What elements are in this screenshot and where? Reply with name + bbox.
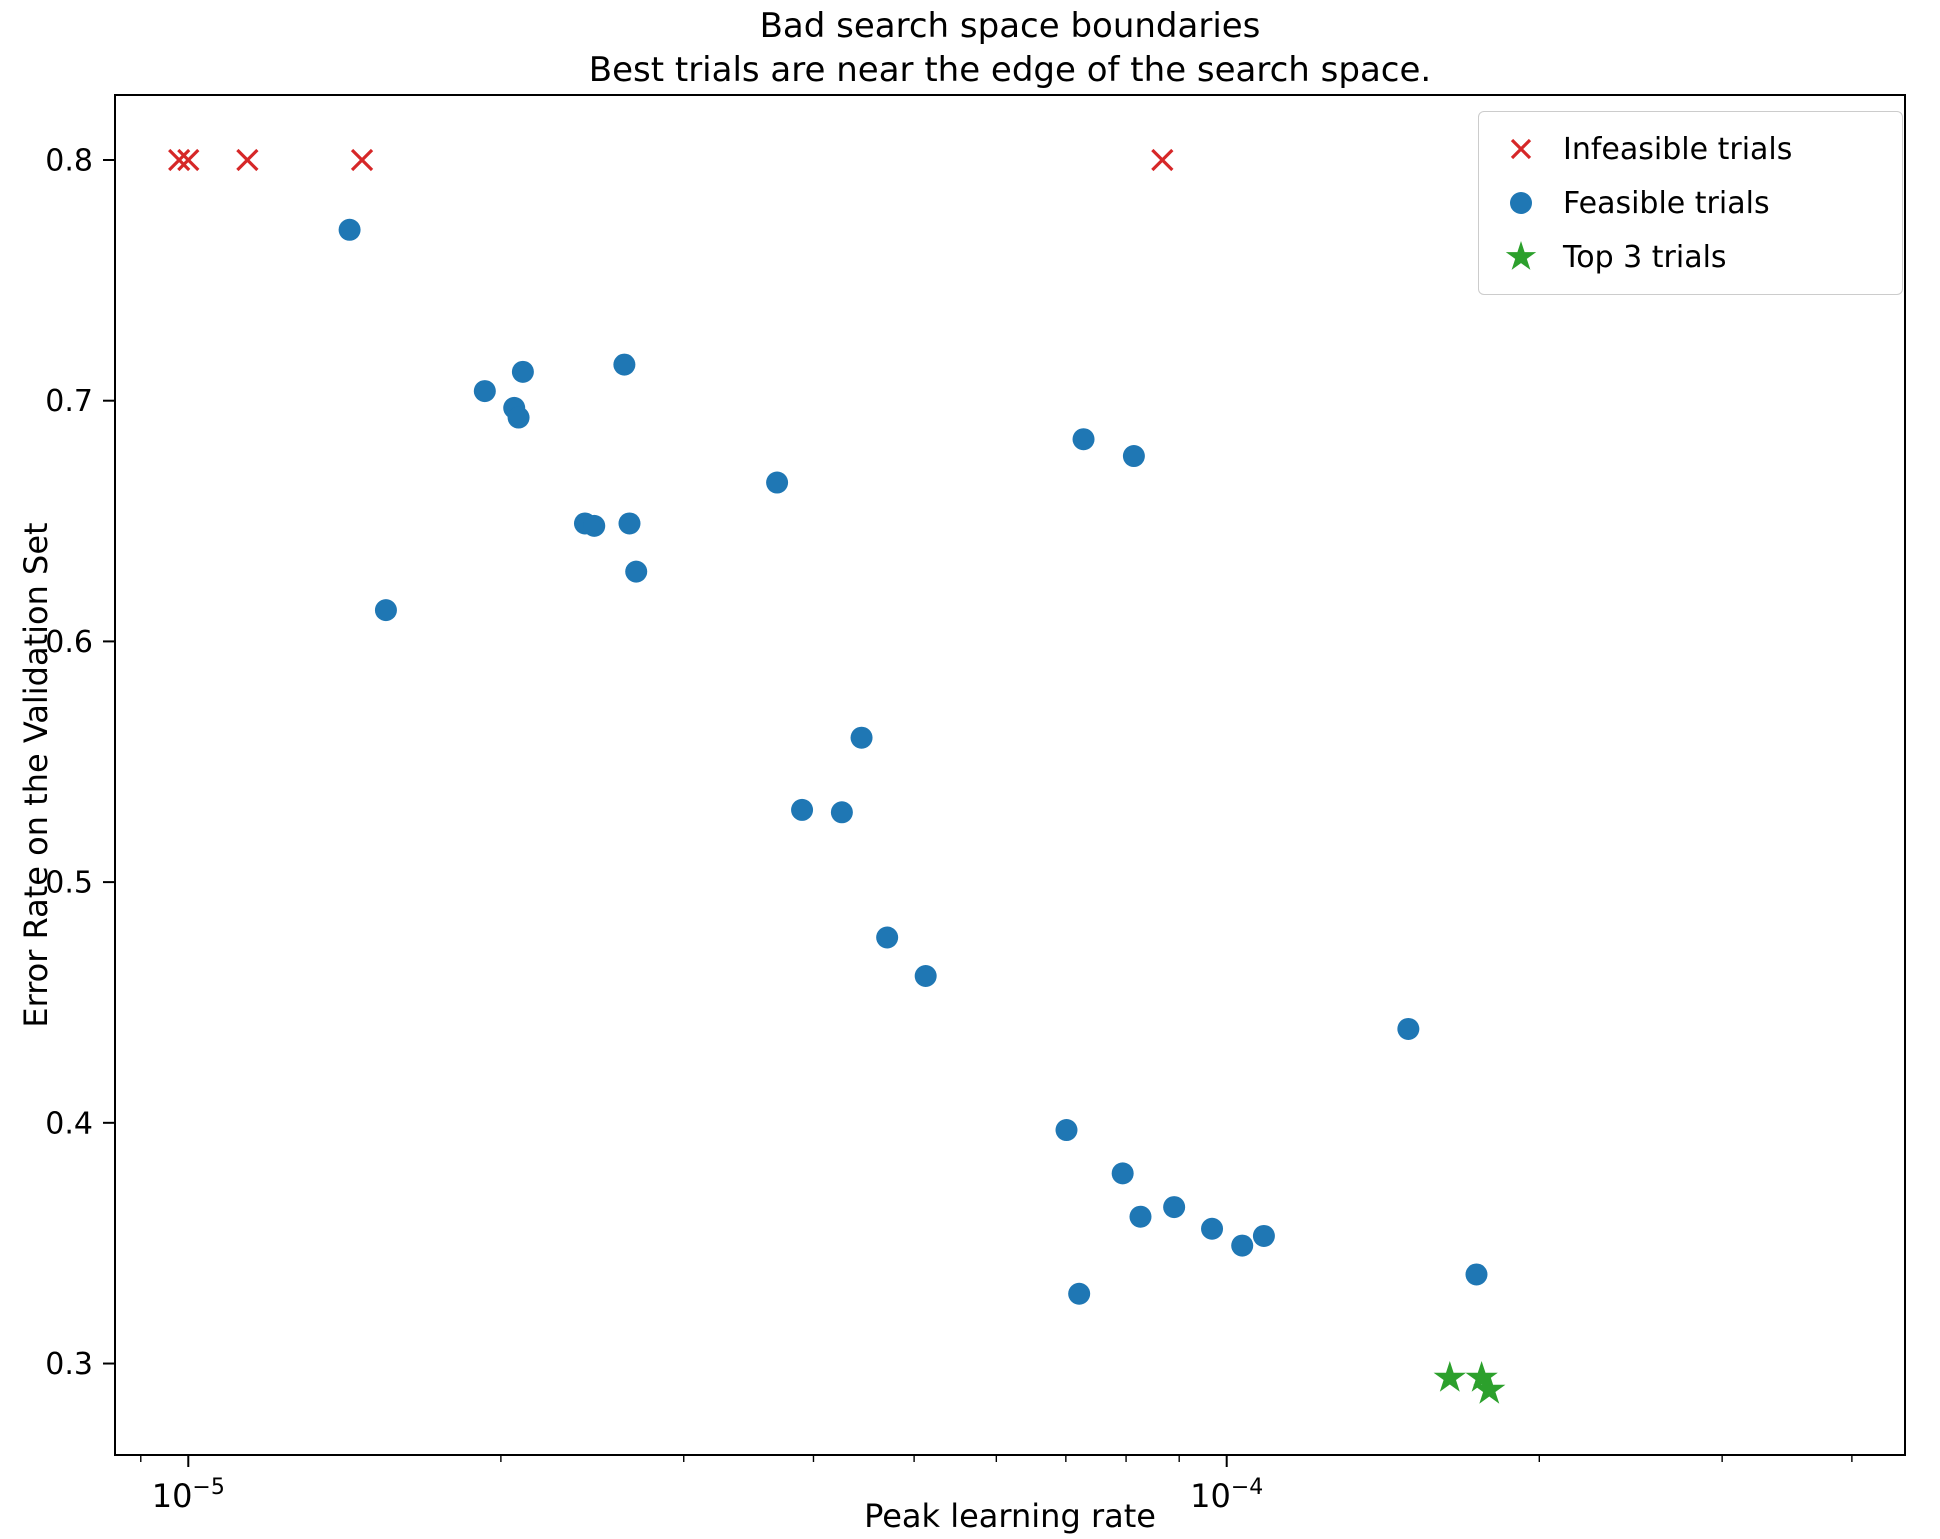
feasible-trials-marker — [583, 514, 606, 537]
legend-item-feasible: Feasible trials — [1489, 176, 1892, 230]
y-tick-label: 0.5 — [45, 866, 93, 901]
feasible-trials-marker — [876, 926, 899, 949]
y-tick-label: 0.7 — [45, 384, 93, 419]
feasible-trials-marker — [1111, 1162, 1134, 1185]
feasible-trials-marker — [1122, 445, 1145, 468]
infeasible-trials-marker — [177, 148, 200, 172]
feasible-trials-marker — [1163, 1196, 1186, 1219]
x-marker-shape — [1510, 138, 1532, 160]
infeasible-trials-marker — [1151, 148, 1174, 172]
legend-item-top3: Top 3 trials — [1489, 230, 1892, 284]
infeasible-trials-marker — [350, 148, 374, 172]
y-tick-label: 0.4 — [45, 1106, 93, 1141]
legend: Infeasible trials Feasible trials Top 3 … — [1478, 111, 1903, 295]
feasible-trials-marker — [507, 406, 530, 429]
feasible-trials-marker — [1201, 1217, 1224, 1240]
feasible-trials-marker — [1231, 1234, 1254, 1257]
x-axis-label: Peak learning rate — [864, 1497, 1156, 1535]
feasible-trials-marker — [1129, 1205, 1152, 1228]
feasible-trials-marker — [830, 801, 853, 824]
feasible-trials-marker — [473, 380, 496, 403]
legend-label-feasible: Feasible trials — [1563, 185, 1770, 221]
feasible-trials-marker — [618, 512, 641, 535]
y-tick-label: 0.8 — [45, 143, 93, 178]
feasible-trials-marker — [613, 353, 636, 376]
star-marker-shape — [1505, 241, 1537, 270]
infeasible-trials-marker — [236, 148, 259, 172]
top-3-trials-marker — [1465, 1361, 1498, 1392]
chart-title-line1: Bad search space boundaries — [759, 6, 1261, 46]
legend-item-infeasible: Infeasible trials — [1489, 122, 1892, 176]
feasible-trials-marker — [1055, 1119, 1078, 1142]
y-tick-label: 0.3 — [45, 1347, 93, 1382]
x-tick-label: 10−4 — [1190, 1475, 1263, 1515]
feasible-trials-marker — [1465, 1263, 1488, 1286]
feasible-trials-marker — [625, 560, 648, 583]
feasible-trials-marker — [766, 471, 789, 494]
chart-title-line2: Best trials are near the edge of the sea… — [588, 50, 1432, 91]
feasible-trials-marker — [1068, 1282, 1091, 1305]
feasible-trials-marker — [1072, 428, 1095, 451]
feasible-trials-marker — [338, 218, 361, 241]
circle-marker-shape — [1510, 192, 1532, 214]
feasible-trials-marker — [1397, 1017, 1420, 1040]
infeasible-trials-marker — [168, 148, 191, 172]
x-marker-icon — [1510, 138, 1532, 160]
feasible-trials-marker — [791, 798, 814, 821]
legend-label-infeasible: Infeasible trials — [1563, 131, 1793, 167]
x-tick-label: 10−5 — [152, 1475, 225, 1515]
y-axis-label: Error Rate on the Validation Set — [17, 522, 55, 1028]
circle-marker-icon — [1510, 192, 1532, 214]
feasible-trials-marker — [374, 599, 397, 622]
feasible-trials-marker — [511, 360, 534, 383]
top-3-trials-marker — [1433, 1361, 1466, 1392]
feasible-trials-marker — [1252, 1224, 1275, 1247]
plot-border — [114, 94, 1906, 1456]
chart-title: Bad search space boundaries Best trials … — [115, 4, 1905, 92]
feasible-trials-marker — [914, 964, 937, 987]
top-3-trials-marker — [1473, 1373, 1506, 1404]
y-tick-label: 0.6 — [45, 625, 93, 660]
star-marker-icon — [1505, 241, 1537, 270]
legend-label-top3: Top 3 trials — [1563, 239, 1727, 275]
feasible-trials-marker — [850, 726, 873, 749]
